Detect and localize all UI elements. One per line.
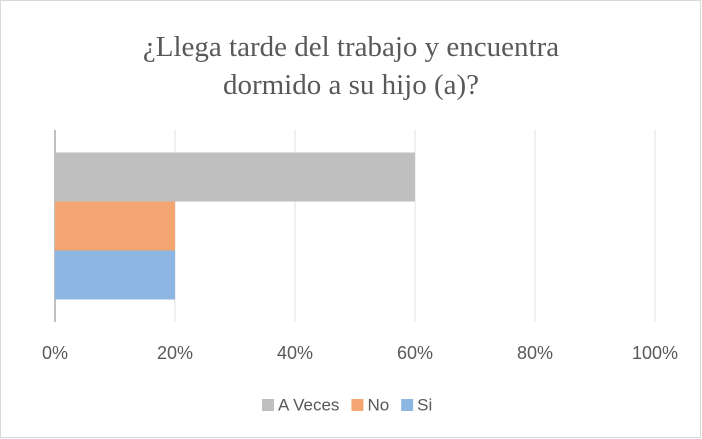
legend-swatch (262, 399, 274, 411)
legend-swatch (351, 399, 364, 411)
x-tick-label: 20% (157, 343, 193, 363)
x-tick-label: 60% (397, 343, 433, 363)
legend-label: A Veces (278, 395, 339, 414)
bar (55, 250, 175, 300)
chart-title: ¿Llega tarde del trabajo y encuentra dor… (142, 31, 560, 101)
x-tick-label: 0% (42, 343, 68, 363)
x-tick-label: 100% (632, 343, 678, 363)
legend-swatch (401, 399, 414, 411)
x-tick-label: 40% (277, 343, 313, 363)
bar (55, 201, 175, 251)
x-tick-label: 80% (517, 343, 553, 363)
legend-label: No (367, 395, 389, 414)
bar (55, 152, 415, 202)
legend-label: Si (417, 395, 432, 414)
